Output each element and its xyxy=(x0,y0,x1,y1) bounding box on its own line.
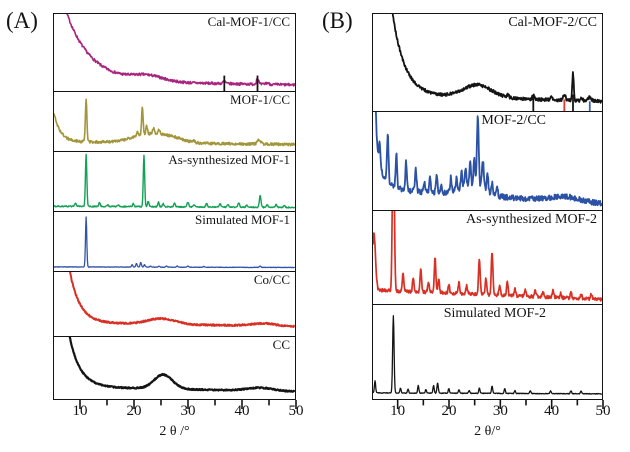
trace-mof-1-cc xyxy=(54,92,295,151)
trace-label-cal-mof-2-cc: Cal-MOF-2/CC xyxy=(508,15,597,30)
trace-as-synthesized-mof-2 xyxy=(373,211,602,304)
subplot-simulated-mof-2: Simulated MOF-2 xyxy=(372,305,603,400)
x-axis-title-a: 2 θ /° xyxy=(159,424,190,439)
panel-b: Cal-MOF-2/CC MOF-2/CC As-synthesized MOF… xyxy=(372,13,603,400)
x-tick-label: 40 xyxy=(234,403,250,419)
x-tick-label: 50 xyxy=(595,403,611,419)
trace-label-simulated-mof-2: Simulated MOF-2 xyxy=(443,306,546,321)
x-axis-b xyxy=(372,400,603,409)
trace-cal-mof-1-cc xyxy=(54,14,295,91)
subplot-as-synthesized-mof-2: As-synthesized MOF-2 xyxy=(372,211,603,305)
panel-a: Cal-MOF-1/CC MOF-1/CC As-synthesized MOF… xyxy=(53,13,296,400)
trace-label-as-synthesized-mof-1: As-synthesized MOF-1 xyxy=(168,152,290,167)
subplot-cal-mof-1-cc: Cal-MOF-1/CC xyxy=(53,13,296,92)
subplot-as-synthesized-mof-1: As-synthesized MOF-1 xyxy=(53,152,296,212)
trace-label-mof-1-cc: MOF-1/CC xyxy=(230,92,290,107)
trace-simulated-mof-2 xyxy=(373,305,602,399)
subplot-co-cc: Co/CC xyxy=(53,272,296,337)
x-tick-label: 30 xyxy=(180,403,196,419)
subplot-cc: CC xyxy=(53,337,296,400)
trace-as-synthesized-mof-1 xyxy=(54,152,295,211)
x-tick-label: 30 xyxy=(492,403,508,419)
trace-simulated-mof-1 xyxy=(54,212,295,271)
panel-b-letter: (B) xyxy=(322,8,353,33)
trace-label-cc: CC xyxy=(272,337,290,352)
x-tick-label: 20 xyxy=(441,403,457,419)
trace-label-cal-mof-1-cc: Cal-MOF-1/CC xyxy=(207,14,290,29)
x-tick-label: 40 xyxy=(544,403,560,419)
trace-label-co-cc: Co/CC xyxy=(253,272,290,287)
trace-label-as-synthesized-mof-2: As-synthesized MOF-2 xyxy=(465,212,597,227)
x-tick-labels-b: 10 20 30 40 50 xyxy=(372,403,610,423)
trace-label-simulated-mof-1: Simulated MOF-1 xyxy=(195,212,290,227)
subplot-mof-1-cc: MOF-1/CC xyxy=(53,92,296,152)
subplot-simulated-mof-1: Simulated MOF-1 xyxy=(53,212,296,272)
x-tick-labels-a: 10 20 30 40 50 xyxy=(53,403,304,423)
x-axis-title-b: 2 θ/° xyxy=(474,424,501,439)
panel-a-letter: (A) xyxy=(6,8,38,33)
subplot-mof-2-cc: MOF-2/CC xyxy=(372,112,603,211)
x-tick-label: 10 xyxy=(72,403,88,419)
trace-cc xyxy=(54,337,295,399)
x-tick-label: 10 xyxy=(390,403,406,419)
trace-label-mof-2-cc: MOF-2/CC xyxy=(481,113,546,128)
trace-cal-mof-2-cc xyxy=(373,14,602,111)
x-axis-a xyxy=(53,400,296,409)
x-tick-label: 50 xyxy=(288,403,304,419)
trace-co-cc xyxy=(54,272,295,336)
x-tick-label: 20 xyxy=(126,403,142,419)
trace-mof-2-cc xyxy=(373,112,602,210)
subplot-cal-mof-2-cc: Cal-MOF-2/CC xyxy=(372,13,603,112)
